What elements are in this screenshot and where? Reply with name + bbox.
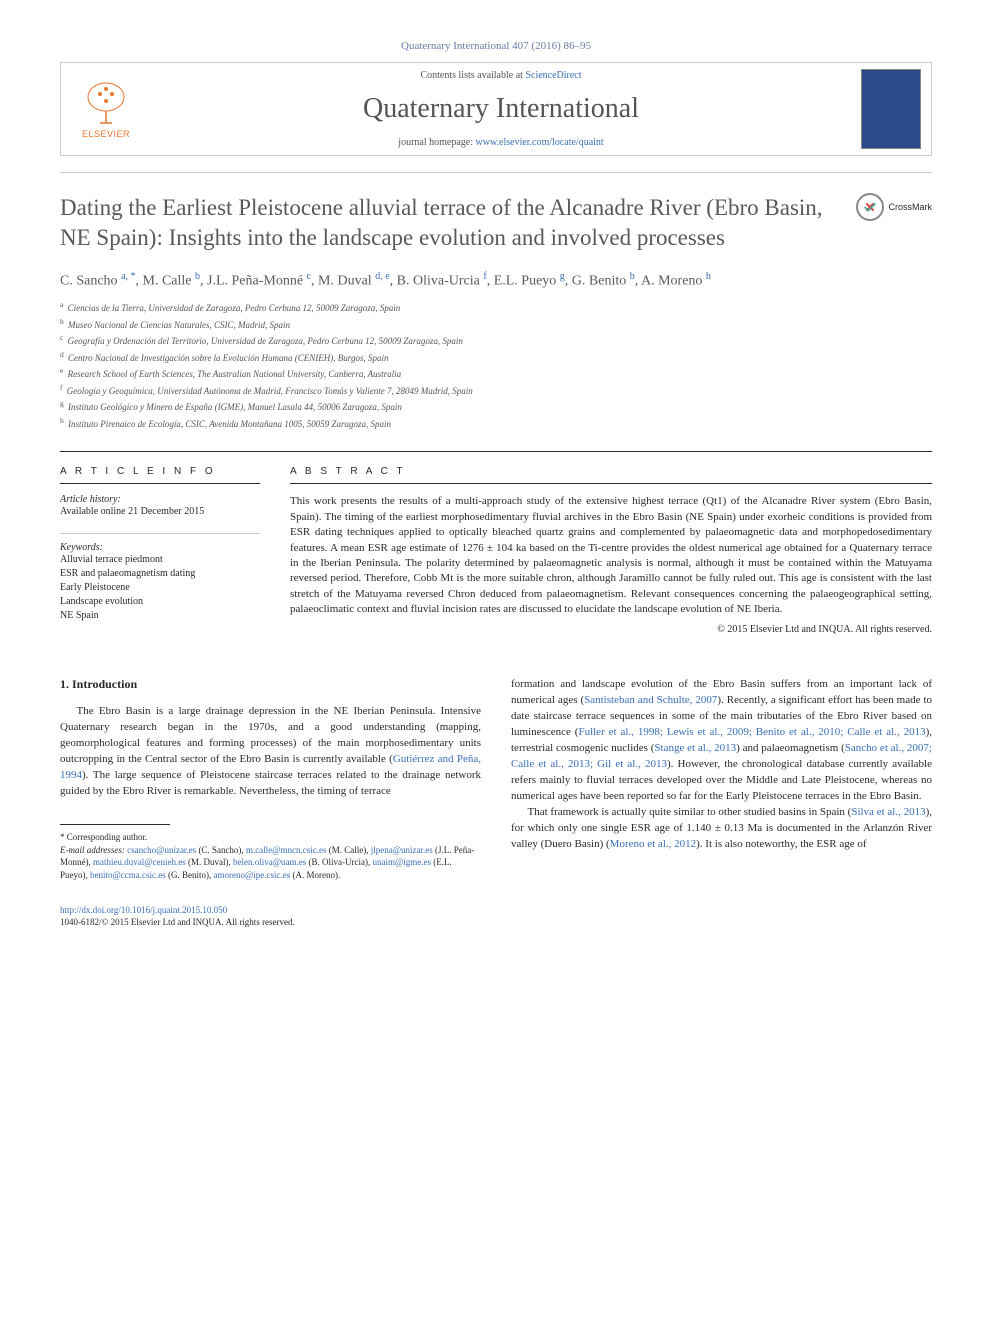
- journal-name: Quaternary International: [141, 93, 861, 125]
- contents-line: Contents lists available at ScienceDirec…: [141, 70, 861, 81]
- journal-cover-thumbnail: [861, 69, 921, 149]
- footnote-separator: [60, 824, 170, 825]
- keywords-block: Keywords: Alluvial terrace piedmontESR a…: [60, 542, 260, 623]
- info-divider: [60, 533, 260, 534]
- article-title: Dating the Earliest Pleistocene alluvial…: [60, 193, 932, 253]
- issn-line: 1040-6182/© 2015 Elsevier Ltd and INQUA.…: [60, 917, 295, 927]
- intro-para-1: The Ebro Basin is a large drainage depre…: [60, 704, 481, 800]
- contents-prefix: Contents lists available at: [420, 70, 525, 81]
- emails-footnote: E-mail addresses: csancho@unizar.es (C. …: [60, 844, 481, 882]
- journal-header: ELSEVIER Contents lists available at Sci…: [60, 62, 932, 156]
- doi-link[interactable]: http://dx.doi.org/10.1016/j.quaint.2015.…: [60, 905, 227, 915]
- keywords-list: Alluvial terrace piedmontESR and palaeom…: [60, 553, 260, 623]
- abstract-heading: A B S T R A C T: [290, 466, 932, 484]
- info-abstract-row: A R T I C L E I N F O Article history: A…: [60, 451, 932, 637]
- crossmark-badge[interactable]: CrossMark: [856, 193, 932, 221]
- history-text: Available online 21 December 2015: [60, 505, 260, 519]
- article-info-column: A R T I C L E I N F O Article history: A…: [60, 466, 260, 637]
- section-1-heading: 1. Introduction: [60, 677, 481, 692]
- affiliations: a Ciencias de la Tierra, Universidad de …: [60, 299, 932, 431]
- crossmark-icon: [856, 193, 884, 221]
- sciencedirect-link[interactable]: ScienceDirect: [525, 70, 581, 81]
- elsevier-name: ELSEVIER: [82, 129, 130, 139]
- emails-label: E-mail addresses:: [60, 845, 125, 855]
- crossmark-label: CrossMark: [888, 202, 932, 212]
- body-col-right: formation and landscape evolution of the…: [511, 677, 932, 928]
- title-section: CrossMark Dating the Earliest Pleistocen…: [60, 172, 932, 431]
- history-block: Article history: Available online 21 Dec…: [60, 494, 260, 519]
- body-col-left: 1. Introduction The Ebro Basin is a larg…: [60, 677, 481, 928]
- homepage-prefix: journal homepage:: [398, 137, 475, 148]
- elsevier-logo: ELSEVIER: [71, 74, 141, 144]
- corresponding-author-note: * Corresponding author.: [60, 831, 481, 844]
- elsevier-tree-icon: [76, 79, 136, 129]
- authors-line: C. Sancho a, *, M. Calle b, J.L. Peña-Mo…: [60, 269, 932, 292]
- intro-para-2: formation and landscape evolution of the…: [511, 677, 932, 805]
- citation-bar: Quaternary International 407 (2016) 86–9…: [60, 40, 932, 52]
- homepage-link[interactable]: www.elsevier.com/locate/quaint: [476, 137, 604, 148]
- abstract-copyright: © 2015 Elsevier Ltd and INQUA. All right…: [290, 624, 932, 635]
- homepage-line: journal homepage: www.elsevier.com/locat…: [141, 137, 861, 148]
- header-center: Contents lists available at ScienceDirec…: [141, 70, 861, 148]
- article-info-heading: A R T I C L E I N F O: [60, 466, 260, 484]
- history-label: Article history:: [60, 494, 260, 505]
- intro-para-3: That framework is actually quite similar…: [511, 805, 932, 853]
- body-columns: 1. Introduction The Ebro Basin is a larg…: [60, 677, 932, 928]
- abstract-column: A B S T R A C T This work presents the r…: [290, 466, 932, 637]
- doi-block: http://dx.doi.org/10.1016/j.quaint.2015.…: [60, 905, 481, 928]
- abstract-text: This work presents the results of a mult…: [290, 494, 932, 617]
- keywords-label: Keywords:: [60, 542, 260, 553]
